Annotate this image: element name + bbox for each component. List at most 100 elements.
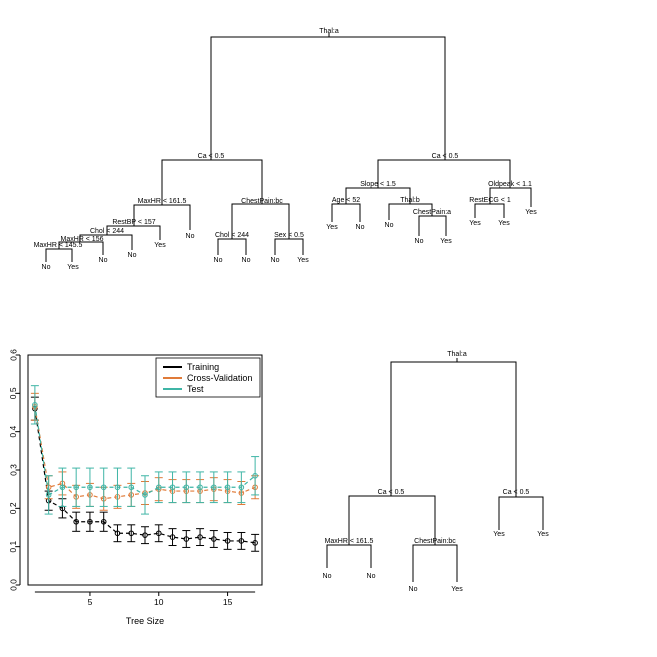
data-point bbox=[142, 532, 148, 538]
data-point bbox=[45, 492, 52, 498]
edge bbox=[412, 544, 458, 582]
leaf: Yes bbox=[297, 257, 309, 264]
leaf: No bbox=[271, 257, 280, 264]
data-point bbox=[73, 518, 79, 525]
data-point bbox=[224, 538, 231, 544]
x-axis: 5 10 15 bbox=[34, 591, 256, 607]
data-point bbox=[211, 536, 217, 542]
y-tick-label: 0.5 bbox=[8, 387, 18, 399]
edge bbox=[331, 203, 361, 222]
leaf: Yes bbox=[326, 224, 338, 231]
edge bbox=[161, 159, 263, 198]
plot-frame bbox=[27, 354, 263, 586]
data-point bbox=[252, 472, 258, 479]
node-maxhr-145: MaxHR < 145.5 bbox=[34, 242, 83, 249]
x-tick-label: 15 bbox=[223, 597, 233, 607]
edge bbox=[498, 496, 544, 530]
leaf: No bbox=[214, 257, 223, 264]
leaf: No bbox=[415, 238, 424, 245]
data-point bbox=[128, 530, 135, 537]
edge bbox=[474, 203, 505, 218]
edge bbox=[58, 241, 104, 255]
error-chart: 0.0 0.1 0.2 0.3 0.4 0.5 0.6 5 10 15 Tree Size Tr… bbox=[8, 349, 263, 626]
pruned-node-maxhr: MaxHR < 161.5 bbox=[325, 538, 374, 545]
node-oldpeak: Oldpeak < 1.1 bbox=[488, 181, 532, 188]
node-chol-a: Chol < 244 bbox=[90, 228, 124, 235]
edge bbox=[274, 238, 304, 255]
node-slope: Slope < 1.5 bbox=[360, 181, 396, 188]
node-ca-left: Ca < 0.5 bbox=[198, 153, 225, 160]
leaf: Yes bbox=[440, 238, 452, 245]
series-test bbox=[30, 385, 260, 515]
legend-label: Training bbox=[187, 362, 219, 372]
legend-label: Test bbox=[187, 384, 204, 394]
data-point bbox=[114, 530, 121, 537]
pruned-leaf: Yes bbox=[537, 531, 549, 538]
edge bbox=[326, 544, 372, 568]
pruned-leaf: Yes bbox=[451, 586, 463, 593]
y-tick-label: 0.3 bbox=[8, 464, 18, 476]
pruned-node-root: Thal:a bbox=[447, 351, 467, 358]
node-chestpain-a: ChestPain:a bbox=[413, 209, 451, 216]
y-tick-label: 0.2 bbox=[8, 502, 18, 514]
edge bbox=[79, 234, 133, 250]
data-point bbox=[224, 484, 231, 491]
data-point bbox=[211, 484, 217, 491]
edge bbox=[390, 361, 517, 488]
pruned-leaf: Yes bbox=[493, 531, 505, 538]
series-line bbox=[34, 408, 256, 544]
data-point bbox=[87, 484, 93, 491]
data-point bbox=[155, 530, 162, 537]
data-point bbox=[183, 484, 190, 491]
data-point bbox=[238, 538, 245, 544]
leaf: Yes bbox=[67, 264, 79, 271]
pruned-node-ca-right: Ca < 0.5 bbox=[503, 489, 530, 496]
full-tree-edges bbox=[45, 33, 532, 262]
pruned-tree: Thal:a Ca < 0.5 Ca < 0.5 MaxHR < 161.5 C… bbox=[323, 351, 550, 593]
leaf: No bbox=[186, 233, 195, 240]
pruned-leaf: No bbox=[409, 586, 418, 593]
edge bbox=[345, 187, 411, 195]
data-point bbox=[197, 484, 203, 491]
data-point bbox=[100, 518, 107, 525]
leaf: Yes bbox=[469, 220, 481, 227]
edge bbox=[377, 159, 511, 182]
data-point bbox=[73, 484, 79, 491]
data-point bbox=[169, 534, 176, 540]
x-tick-label: 10 bbox=[154, 597, 164, 607]
data-point bbox=[155, 484, 162, 491]
leaf: No bbox=[99, 257, 108, 264]
node-ca-right: Ca < 0.5 bbox=[432, 153, 459, 160]
node-maxhr-156: MaxHR < 156 bbox=[61, 236, 104, 243]
series-training bbox=[30, 396, 260, 552]
data-point bbox=[238, 484, 245, 491]
leaf: No bbox=[356, 224, 365, 231]
leaf: Yes bbox=[525, 209, 537, 216]
data-point bbox=[169, 484, 176, 491]
full-tree: Thal:a Ca < 0.5 Ca < 0.5 MaxHR < 161.5 R… bbox=[34, 28, 538, 271]
data-point bbox=[114, 484, 121, 491]
x-tick-label: 5 bbox=[88, 597, 93, 607]
pruned-leaf: No bbox=[367, 573, 376, 580]
series-layer bbox=[30, 385, 260, 552]
node-age: Age < 52 bbox=[332, 197, 360, 204]
data-point bbox=[59, 484, 66, 491]
pruned-leaf: No bbox=[323, 573, 332, 580]
legend-label: Cross-Validation bbox=[187, 373, 252, 383]
node-thal-b: Thal:b bbox=[400, 197, 420, 204]
pruned-node-ca-left: Ca < 0.5 bbox=[378, 489, 405, 496]
data-point bbox=[128, 484, 135, 491]
x-axis-title: Tree Size bbox=[126, 616, 164, 626]
node-root: Thal:a bbox=[319, 28, 339, 35]
data-point bbox=[87, 518, 93, 525]
data-point bbox=[183, 536, 190, 542]
leaf: No bbox=[385, 222, 394, 229]
leaf: No bbox=[128, 252, 137, 259]
data-point bbox=[252, 540, 258, 546]
node-chol-b: Chol < 244 bbox=[215, 232, 249, 239]
data-point bbox=[197, 534, 203, 540]
y-tick-label: 0.4 bbox=[8, 425, 18, 437]
edge bbox=[348, 495, 436, 542]
